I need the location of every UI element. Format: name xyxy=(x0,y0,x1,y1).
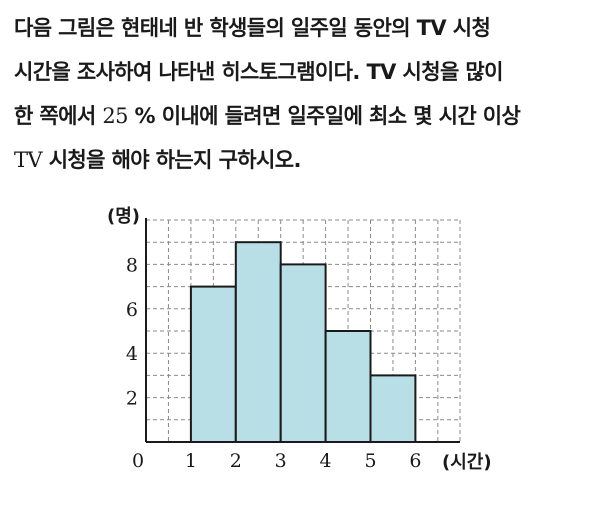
y-tick-label: 2 xyxy=(126,388,138,410)
y-tick-label: 8 xyxy=(126,254,138,276)
histogram-bar xyxy=(189,285,237,443)
problem-line-3-start: 한 쪽에서 xyxy=(14,104,103,128)
x-tick-label: 6 xyxy=(409,450,421,472)
problem-line-1: 다음 그림은 현태네 반 학생들의 일주일 동안의 TV 시청 xyxy=(14,16,491,40)
x-tick-label: 1 xyxy=(185,450,197,472)
histogram-bar xyxy=(324,330,372,443)
problem-line-4-rest: 시청을 해야 하는지 구하시오. xyxy=(41,148,302,172)
problem-line-3: 한 쪽에서 25 % 이내에 들려면 일주일에 최소 몇 시간 이상 xyxy=(14,94,586,138)
axis-labels: 0 1 2 3 4 5 6 2 4 6 8 (명) (시간) xyxy=(107,206,492,473)
tv-label: TV xyxy=(14,148,43,172)
histogram-bars xyxy=(189,241,417,443)
x-tick-label: 3 xyxy=(275,450,287,472)
x-tick-label: 5 xyxy=(364,450,376,472)
problem-line-3-end: % 이내에 들려면 일주일에 최소 몇 시간 이상 xyxy=(127,104,521,128)
problem-text: 다음 그림은 현태네 반 학생들의 일주일 동안의 TV 시청 시간을 조사하여… xyxy=(14,6,586,182)
y-tick-label: 6 xyxy=(126,299,138,321)
histogram-bar xyxy=(234,241,282,443)
y-axis-title: (명) xyxy=(107,206,140,227)
x-tick-label: 4 xyxy=(320,450,332,472)
y-tick-label: 4 xyxy=(126,343,138,365)
percent-number: 25 xyxy=(102,104,128,128)
x-tick-label: 2 xyxy=(230,450,242,472)
histogram-bar xyxy=(279,263,327,443)
axes xyxy=(145,218,460,443)
x-axis-title: (시간) xyxy=(442,452,492,473)
x-tick-label: 0 xyxy=(132,450,144,472)
histogram-bar xyxy=(369,374,417,443)
problem-line-4: TV 시청을 해야 하는지 구하시오. xyxy=(14,138,586,182)
problem-line-2: 시간을 조사하여 나타낸 히스토그램이다. TV 시청을 많이 xyxy=(14,60,503,84)
